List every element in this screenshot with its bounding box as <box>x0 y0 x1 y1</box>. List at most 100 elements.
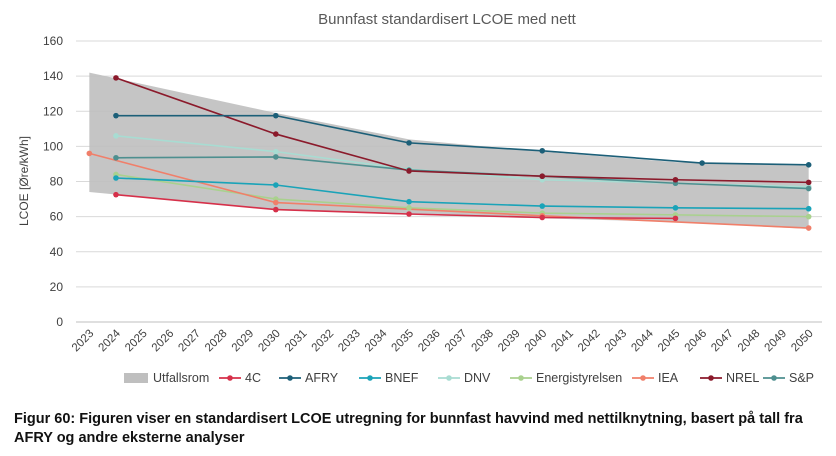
x-tick-label: 2033 <box>336 328 363 355</box>
legend-marker-4c <box>227 375 233 381</box>
legend-label: DNV <box>464 371 491 385</box>
data-point-afry <box>805 162 812 168</box>
legend-label: 4C <box>245 371 261 385</box>
legend-label: NREL <box>726 371 759 385</box>
x-tick-label: 2046 <box>683 328 710 355</box>
x-tick-label: 2028 <box>203 328 230 355</box>
y-tick-label: 120 <box>43 104 63 118</box>
data-point-s-p <box>113 154 119 161</box>
data-point-bnef <box>113 175 119 181</box>
x-tick-label: 2047 <box>709 328 736 355</box>
legend-label: BNEF <box>385 371 419 385</box>
y-tick-label: 160 <box>43 34 63 48</box>
data-point-4c <box>539 214 546 221</box>
data-point-bnef <box>273 182 279 188</box>
data-point-nrel <box>672 176 679 183</box>
legend-marker-iea <box>640 375 646 381</box>
data-point-afry <box>113 112 119 119</box>
data-point-bnef <box>539 203 546 209</box>
data-point-4c <box>672 215 679 222</box>
x-tick-label: 2032 <box>310 328 337 355</box>
legend-label: Energistyrelsen <box>536 371 622 385</box>
legend-swatch-band <box>124 373 148 383</box>
legend-label: S&P <box>789 371 814 385</box>
x-tick-label: 2050 <box>789 328 816 355</box>
x-tick-label: 2025 <box>123 328 150 355</box>
x-tick-label: 2026 <box>150 328 177 355</box>
chart-title: Bunnfast standardisert LCOE med nett <box>318 11 576 28</box>
series-line-afry <box>115 114 809 166</box>
data-point-iea <box>273 199 279 206</box>
figure-caption: Figur 60: Figuren viser en standardisert… <box>14 411 803 446</box>
y-axis-ticks: 0 20 40 60 80 100 120 140 160 <box>43 34 63 329</box>
legend-marker-afry <box>287 375 293 381</box>
x-tick-label: 2029 <box>230 328 257 355</box>
x-tick-label: 2035 <box>390 328 417 355</box>
range-band-area <box>89 72 809 229</box>
x-tick-label: 2023 <box>70 328 97 355</box>
data-point-4c <box>406 211 412 217</box>
y-tick-label: 20 <box>50 280 64 294</box>
data-point-nrel <box>406 168 412 174</box>
data-point-afry <box>273 112 279 119</box>
legend-marker-dnv <box>446 375 452 381</box>
legend-marker-energistyrelsen <box>518 375 524 381</box>
x-tick-label: 2044 <box>629 327 656 354</box>
x-tick-label: 2041 <box>549 328 576 355</box>
data-point-energistyrelsen <box>805 213 812 220</box>
data-point-4c <box>273 206 279 213</box>
x-tick-label: 2042 <box>576 328 603 355</box>
data-point-bnef <box>672 205 679 211</box>
x-tick-label: 2045 <box>656 328 683 355</box>
x-axis-ticks: 2023 2024 2025 2026 2027 2028 2029 2030 2031 2032… <box>70 327 816 354</box>
y-tick-label: 40 <box>50 245 64 259</box>
data-point-bnef <box>406 198 412 205</box>
data-point-iea <box>805 225 812 231</box>
series-points <box>86 75 812 231</box>
legend-marker-bnef <box>367 375 373 381</box>
series-lines <box>89 77 809 229</box>
y-tick-label: 0 <box>56 315 63 329</box>
series-line-nrel <box>115 77 809 184</box>
data-point-s-p <box>273 154 279 160</box>
data-point-4c <box>113 191 119 198</box>
x-tick-label: 2037 <box>443 328 470 355</box>
x-tick-label: 2049 <box>763 328 790 355</box>
lcoe-chart: Bunnfast standardisert LCOE med nett 0 20… <box>17 11 822 385</box>
legend: Utfallsrom 4C AFRY BNEF DNV Energistyrelsen IE… <box>124 371 814 385</box>
range-band <box>89 72 809 229</box>
legend-label: Utfallsrom <box>153 371 209 385</box>
data-point-nrel <box>273 131 279 137</box>
x-tick-label: 2030 <box>256 328 283 355</box>
x-tick-label: 2027 <box>176 328 203 355</box>
x-tick-label: 2024 <box>97 327 124 354</box>
data-point-bnef <box>805 205 812 212</box>
data-point-iea <box>86 150 93 157</box>
legend-label: IEA <box>658 371 679 385</box>
legend-label: AFRY <box>305 371 339 385</box>
y-axis-label: LCOE [Øre/kWh] <box>17 136 31 226</box>
x-tick-label: 2043 <box>603 328 630 355</box>
data-point-afry <box>539 147 546 154</box>
data-point-energistyrelsen <box>406 205 412 211</box>
y-tick-label: 140 <box>43 69 63 83</box>
x-tick-label: 2036 <box>416 328 443 355</box>
x-tick-label: 2031 <box>283 328 310 355</box>
legend-marker-s-p <box>771 375 777 381</box>
x-tick-label: 2038 <box>470 328 497 355</box>
x-tick-label: 2034 <box>363 327 390 354</box>
x-tick-label: 2048 <box>736 328 763 355</box>
data-point-afry <box>406 140 412 146</box>
series-line-bnef <box>115 177 809 210</box>
x-tick-label: 2040 <box>523 328 550 355</box>
data-point-nrel <box>113 75 119 81</box>
data-point-dnv <box>273 148 279 155</box>
y-tick-label: 100 <box>43 139 63 153</box>
y-tick-label: 60 <box>50 210 64 224</box>
data-point-dnv <box>113 133 119 139</box>
data-point-nrel <box>805 179 812 186</box>
y-tick-label: 80 <box>50 175 64 189</box>
data-point-s-p <box>805 185 812 192</box>
legend-marker-nrel <box>708 375 714 381</box>
data-point-afry <box>699 160 705 166</box>
